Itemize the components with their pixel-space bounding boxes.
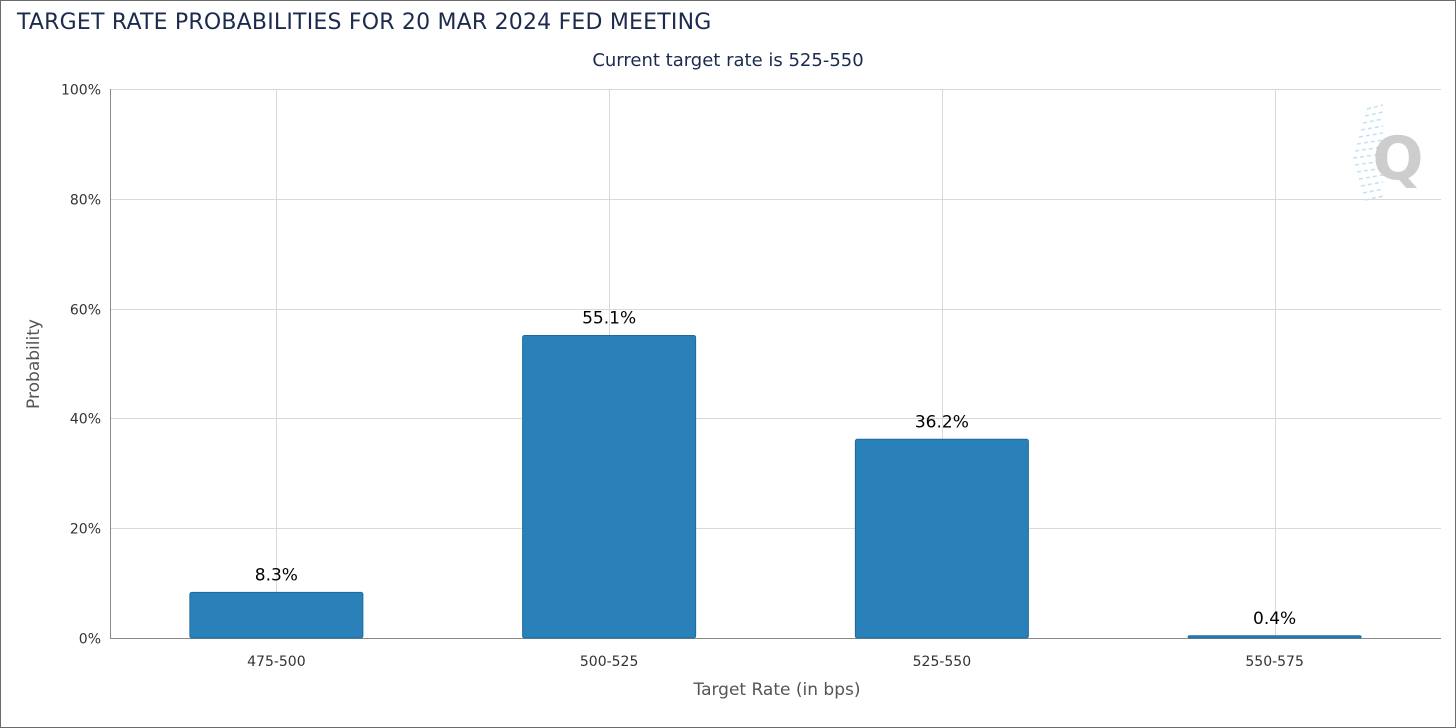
watermark-stripe: [1354, 146, 1384, 152]
y-tick-label: 0%: [79, 632, 101, 648]
chart-title: TARGET RATE PROBABILITIES FOR 20 MAR 202…: [17, 10, 712, 35]
watermark-stripe: [1360, 181, 1384, 187]
x-tick-label: 550-575: [1245, 654, 1304, 670]
bar-data-label: 8.3%: [255, 565, 298, 585]
watermark-stripe: [1356, 139, 1384, 145]
labels-layer: 8.3% 475-500 55.1% 500-525 36.2% 525-550 0.4% 5…: [247, 309, 1304, 670]
watermark-stripe: [1354, 160, 1384, 166]
grid-layer: 0% 20% 40% 60% 80% 100%: [61, 83, 1441, 648]
y-tick-label: 100%: [61, 83, 101, 99]
y-tick-label: 80%: [70, 193, 101, 209]
y-tick-label: 40%: [70, 412, 101, 428]
bar-550-575[interactable]: [1187, 635, 1362, 639]
y-tick-label: 20%: [70, 522, 101, 538]
watermark-stripe: [1356, 167, 1384, 173]
y-tick-label: 60%: [70, 303, 101, 319]
chart-subtitle: Current target rate is 525-550: [592, 50, 863, 71]
bar-525-550[interactable]: [854, 438, 1029, 639]
watermark-stripe: [1360, 125, 1384, 131]
bar-500-525[interactable]: [522, 335, 697, 639]
watermark-stripe: [1364, 111, 1384, 117]
x-tick-label: 475-500: [247, 654, 306, 670]
x-tick-label: 500-525: [580, 654, 639, 670]
watermark-q-letter: Q: [1372, 124, 1423, 194]
watermark-q-logo: Q: [1352, 104, 1424, 201]
bar-data-label: 0.4%: [1253, 609, 1296, 629]
x-axis-title: Target Rate (in bps): [693, 680, 861, 700]
bar-data-label: 36.2%: [915, 412, 969, 432]
watermark-stripe: [1364, 195, 1384, 201]
watermark-stripe: [1362, 188, 1384, 194]
bar-data-label: 55.1%: [582, 309, 636, 329]
bar-475-500[interactable]: [189, 591, 364, 639]
watermark-stripe: [1362, 118, 1384, 124]
y-axis-title: Probability: [24, 319, 44, 409]
bars-layer: [189, 335, 1362, 639]
x-tick-label: 525-550: [913, 654, 972, 670]
watermark-stripe: [1352, 153, 1384, 159]
watermark-stripe: [1366, 104, 1384, 110]
